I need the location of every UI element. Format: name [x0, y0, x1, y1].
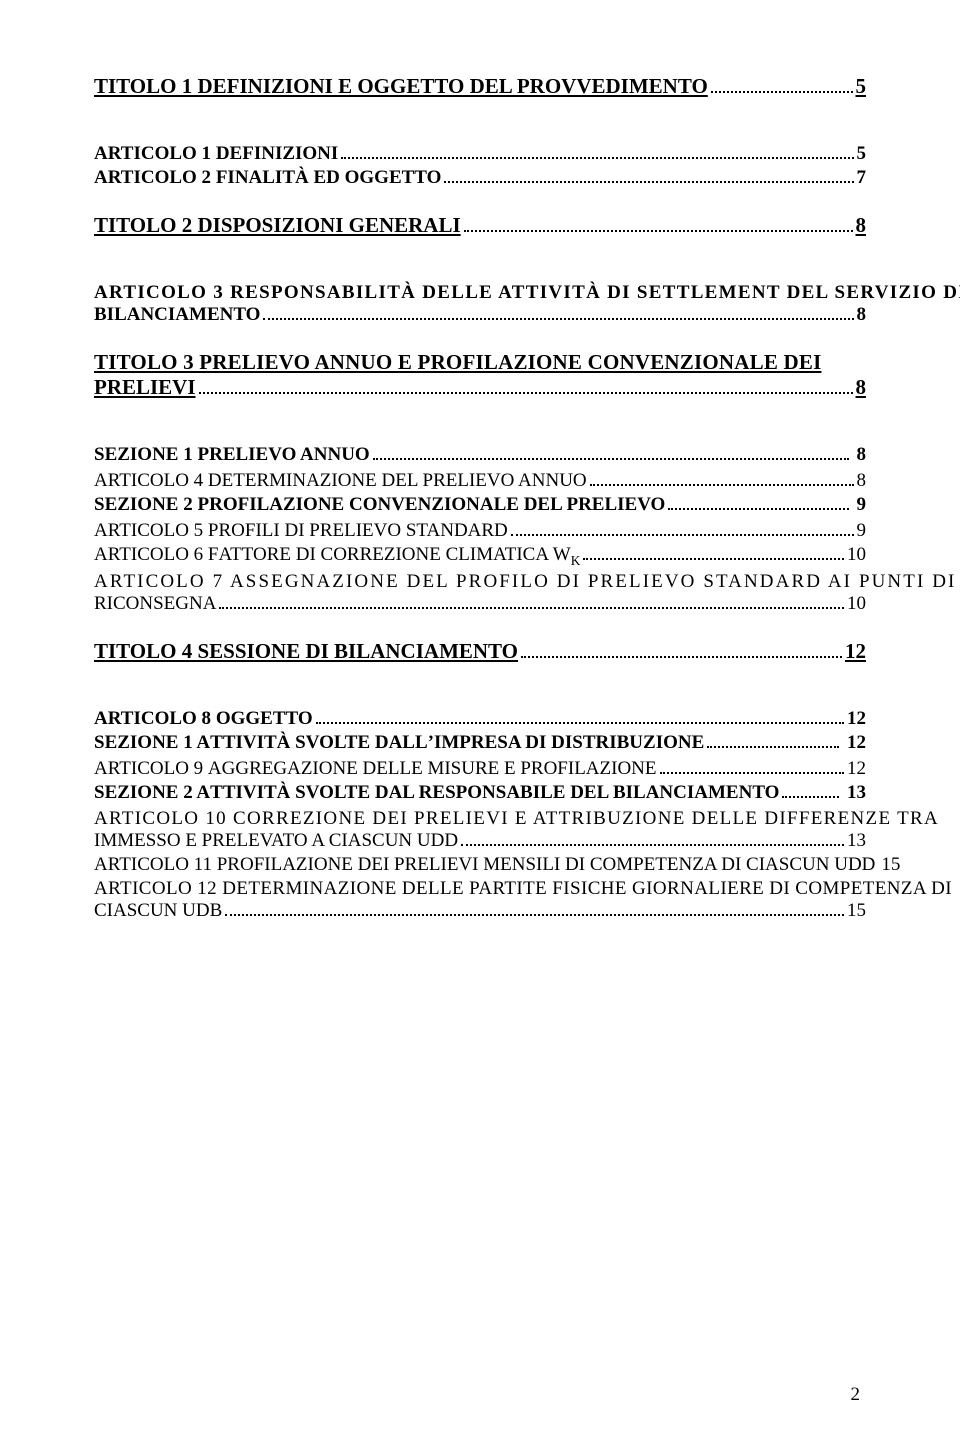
toc-sezione-distribuzione-page: 12 — [842, 732, 866, 754]
toc-articolo-8-label: ARTICOLO 8 OGGETTO — [94, 708, 313, 730]
page-number: 2 — [851, 1384, 861, 1406]
toc-sezione-1: SEZIONE 1 PRELIEVO ANNUO 8 — [94, 444, 866, 466]
leader-dots — [707, 733, 839, 747]
toc-articolo-4: ARTICOLO 4 DETERMINAZIONE DEL PRELIEVO A… — [94, 470, 866, 492]
toc-articolo-11-label: ARTICOLO 11 PROFILAZIONE DEI PRELIEVI ME… — [94, 854, 875, 876]
toc-articolo-12-line2: CIASCUN UDB — [94, 900, 222, 922]
toc-articolo-2-page: 7 — [857, 167, 867, 189]
leader-dots — [373, 446, 849, 460]
toc-articolo-3-page: 8 — [857, 304, 867, 326]
toc-title-3: TITOLO 3 PRELIEVO ANNUO E PROFILAZIONE C… — [94, 350, 866, 400]
toc-articolo-12-page: 15 — [847, 900, 866, 922]
leader-dots — [219, 594, 844, 608]
toc-title-3-page: 8 — [856, 375, 867, 400]
toc-articolo-5-label: ARTICOLO 5 PROFILI DI PRELIEVO STANDARD — [94, 520, 508, 542]
toc-articolo-2-label: ARTICOLO 2 FINALITÀ ED OGGETTO — [94, 167, 441, 189]
toc-title-2: TITOLO 2 DISPOSIZIONI GENERALI 8 — [94, 213, 866, 238]
toc-title-4-label: TITOLO 4 SESSIONE DI BILANCIAMENTO — [94, 639, 518, 664]
toc-sezione-1-label: SEZIONE 1 PRELIEVO ANNUO — [94, 444, 370, 466]
toc-title-1-label: TITOLO 1 DEFINIZIONI E OGGETTO DEL PROVV… — [94, 74, 708, 99]
toc-articolo-9: ARTICOLO 9 AGGREGAZIONE DELLE MISURE E P… — [94, 758, 866, 780]
toc-title-2-label: TITOLO 2 DISPOSIZIONI GENERALI — [94, 213, 461, 238]
toc-articolo-7: ARTICOLO 7 ASSEGNAZIONE DEL PROFILO DI P… — [94, 571, 866, 615]
toc-sezione-bilanciamento-label: SEZIONE 2 ATTIVITÀ SVOLTE DAL RESPONSABI… — [94, 782, 779, 804]
toc-articolo-7-page: 10 — [847, 593, 866, 615]
toc-sezione-2-page: 9 — [852, 494, 866, 516]
toc-articolo-8: ARTICOLO 8 OGGETTO 12 — [94, 708, 866, 730]
toc-title-4: TITOLO 4 SESSIONE DI BILANCIAMENTO 12 — [94, 639, 866, 664]
leader-dots — [660, 759, 844, 773]
leader-dots — [199, 380, 853, 394]
toc-articolo-1-label: ARTICOLO 1 DEFINIZIONI — [94, 143, 338, 165]
toc-articolo-6-page: 10 — [847, 544, 866, 566]
leader-dots — [461, 831, 844, 845]
toc-articolo-10-line2: IMMESSO E PRELEVATO A CIASCUN UDD — [94, 830, 458, 852]
toc-title-1: TITOLO 1 DEFINIZIONI E OGGETTO DEL PROVV… — [94, 74, 866, 99]
toc-articolo-4-page: 8 — [857, 470, 867, 492]
toc-sezione-distribuzione: SEZIONE 1 ATTIVITÀ SVOLTE DALL’IMPRESA D… — [94, 732, 866, 754]
toc-articolo-10-line1: ARTICOLO 10 CORREZIONE DEI PRELIEVI E AT… — [94, 808, 866, 830]
toc-articolo-11-page: 15 — [881, 854, 900, 876]
toc-articolo-10-page: 13 — [847, 830, 866, 852]
toc-articolo-9-label: ARTICOLO 9 AGGREGAZIONE DELLE MISURE E P… — [94, 758, 657, 780]
toc-articolo-2: ARTICOLO 2 FINALITÀ ED OGGETTO 7 — [94, 167, 866, 189]
leader-dots — [341, 145, 853, 159]
toc-articolo-7-line1: ARTICOLO 7 ASSEGNAZIONE DEL PROFILO DI P… — [94, 571, 866, 593]
leader-dots — [464, 218, 853, 232]
toc-sezione-distribuzione-label: SEZIONE 1 ATTIVITÀ SVOLTE DALL’IMPRESA D… — [94, 732, 704, 754]
leader-dots — [225, 901, 844, 915]
leader-dots — [711, 79, 853, 93]
toc-articolo-6-label: ARTICOLO 6 FATTORE DI CORREZIONE CLIMATI… — [94, 544, 580, 569]
toc-sezione-2-label: SEZIONE 2 PROFILAZIONE CONVENZIONALE DEL… — [94, 494, 665, 516]
toc-sezione-bilanciamento-page: 13 — [842, 782, 866, 804]
toc-articolo-3-line2: BILANCIAMENTO — [94, 304, 260, 326]
toc-title-4-page: 12 — [845, 639, 866, 664]
page: TITOLO 1 DEFINIZIONI E OGGETTO DEL PROVV… — [0, 0, 960, 1444]
toc-articolo-5: ARTICOLO 5 PROFILI DI PRELIEVO STANDARD … — [94, 520, 866, 542]
toc-sezione-1-page: 8 — [852, 444, 866, 466]
toc-articolo-3: ARTICOLO 3 RESPONSABILITÀ DELLE ATTIVITÀ… — [94, 282, 866, 326]
toc-title-3-line2: PRELIEVI — [94, 375, 196, 400]
leader-dots — [782, 783, 839, 797]
toc-title-3-line1: TITOLO 3 PRELIEVO ANNUO E PROFILAZIONE C… — [94, 350, 866, 375]
toc-articolo-6: ARTICOLO 6 FATTORE DI CORREZIONE CLIMATI… — [94, 544, 866, 569]
toc-articolo-7-line2: RICONSEGNA — [94, 593, 216, 615]
toc-title-2-page: 8 — [856, 213, 867, 238]
leader-dots — [263, 306, 853, 320]
toc-articolo-10: ARTICOLO 10 CORREZIONE DEI PRELIEVI E AT… — [94, 808, 866, 852]
leader-dots — [583, 546, 844, 560]
leader-dots — [590, 472, 854, 486]
toc-articolo-11: ARTICOLO 11 PROFILAZIONE DEI PRELIEVI ME… — [94, 854, 866, 876]
toc-articolo-12-line1: ARTICOLO 12 DETERMINAZIONE DELLE PARTITE… — [94, 878, 866, 900]
toc-articolo-12: ARTICOLO 12 DETERMINAZIONE DELLE PARTITE… — [94, 878, 866, 922]
toc-articolo-4-label: ARTICOLO 4 DETERMINAZIONE DEL PRELIEVO A… — [94, 470, 587, 492]
leader-dots — [511, 522, 854, 536]
toc-articolo-1: ARTICOLO 1 DEFINIZIONI 5 — [94, 143, 866, 165]
toc-articolo-9-page: 12 — [847, 758, 866, 780]
leader-dots — [444, 169, 853, 183]
leader-dots — [521, 643, 842, 657]
leader-dots — [316, 709, 844, 723]
toc-articolo-5-page: 9 — [857, 520, 867, 542]
toc-title-1-page: 5 — [856, 74, 867, 99]
toc-articolo-3-line1: ARTICOLO 3 RESPONSABILITÀ DELLE ATTIVITÀ… — [94, 282, 866, 304]
toc-sezione-2: SEZIONE 2 PROFILAZIONE CONVENZIONALE DEL… — [94, 494, 866, 516]
toc-articolo-8-page: 12 — [847, 708, 866, 730]
leader-dots — [668, 496, 848, 510]
toc-sezione-bilanciamento: SEZIONE 2 ATTIVITÀ SVOLTE DAL RESPONSABI… — [94, 782, 866, 804]
toc-articolo-1-page: 5 — [857, 143, 867, 165]
